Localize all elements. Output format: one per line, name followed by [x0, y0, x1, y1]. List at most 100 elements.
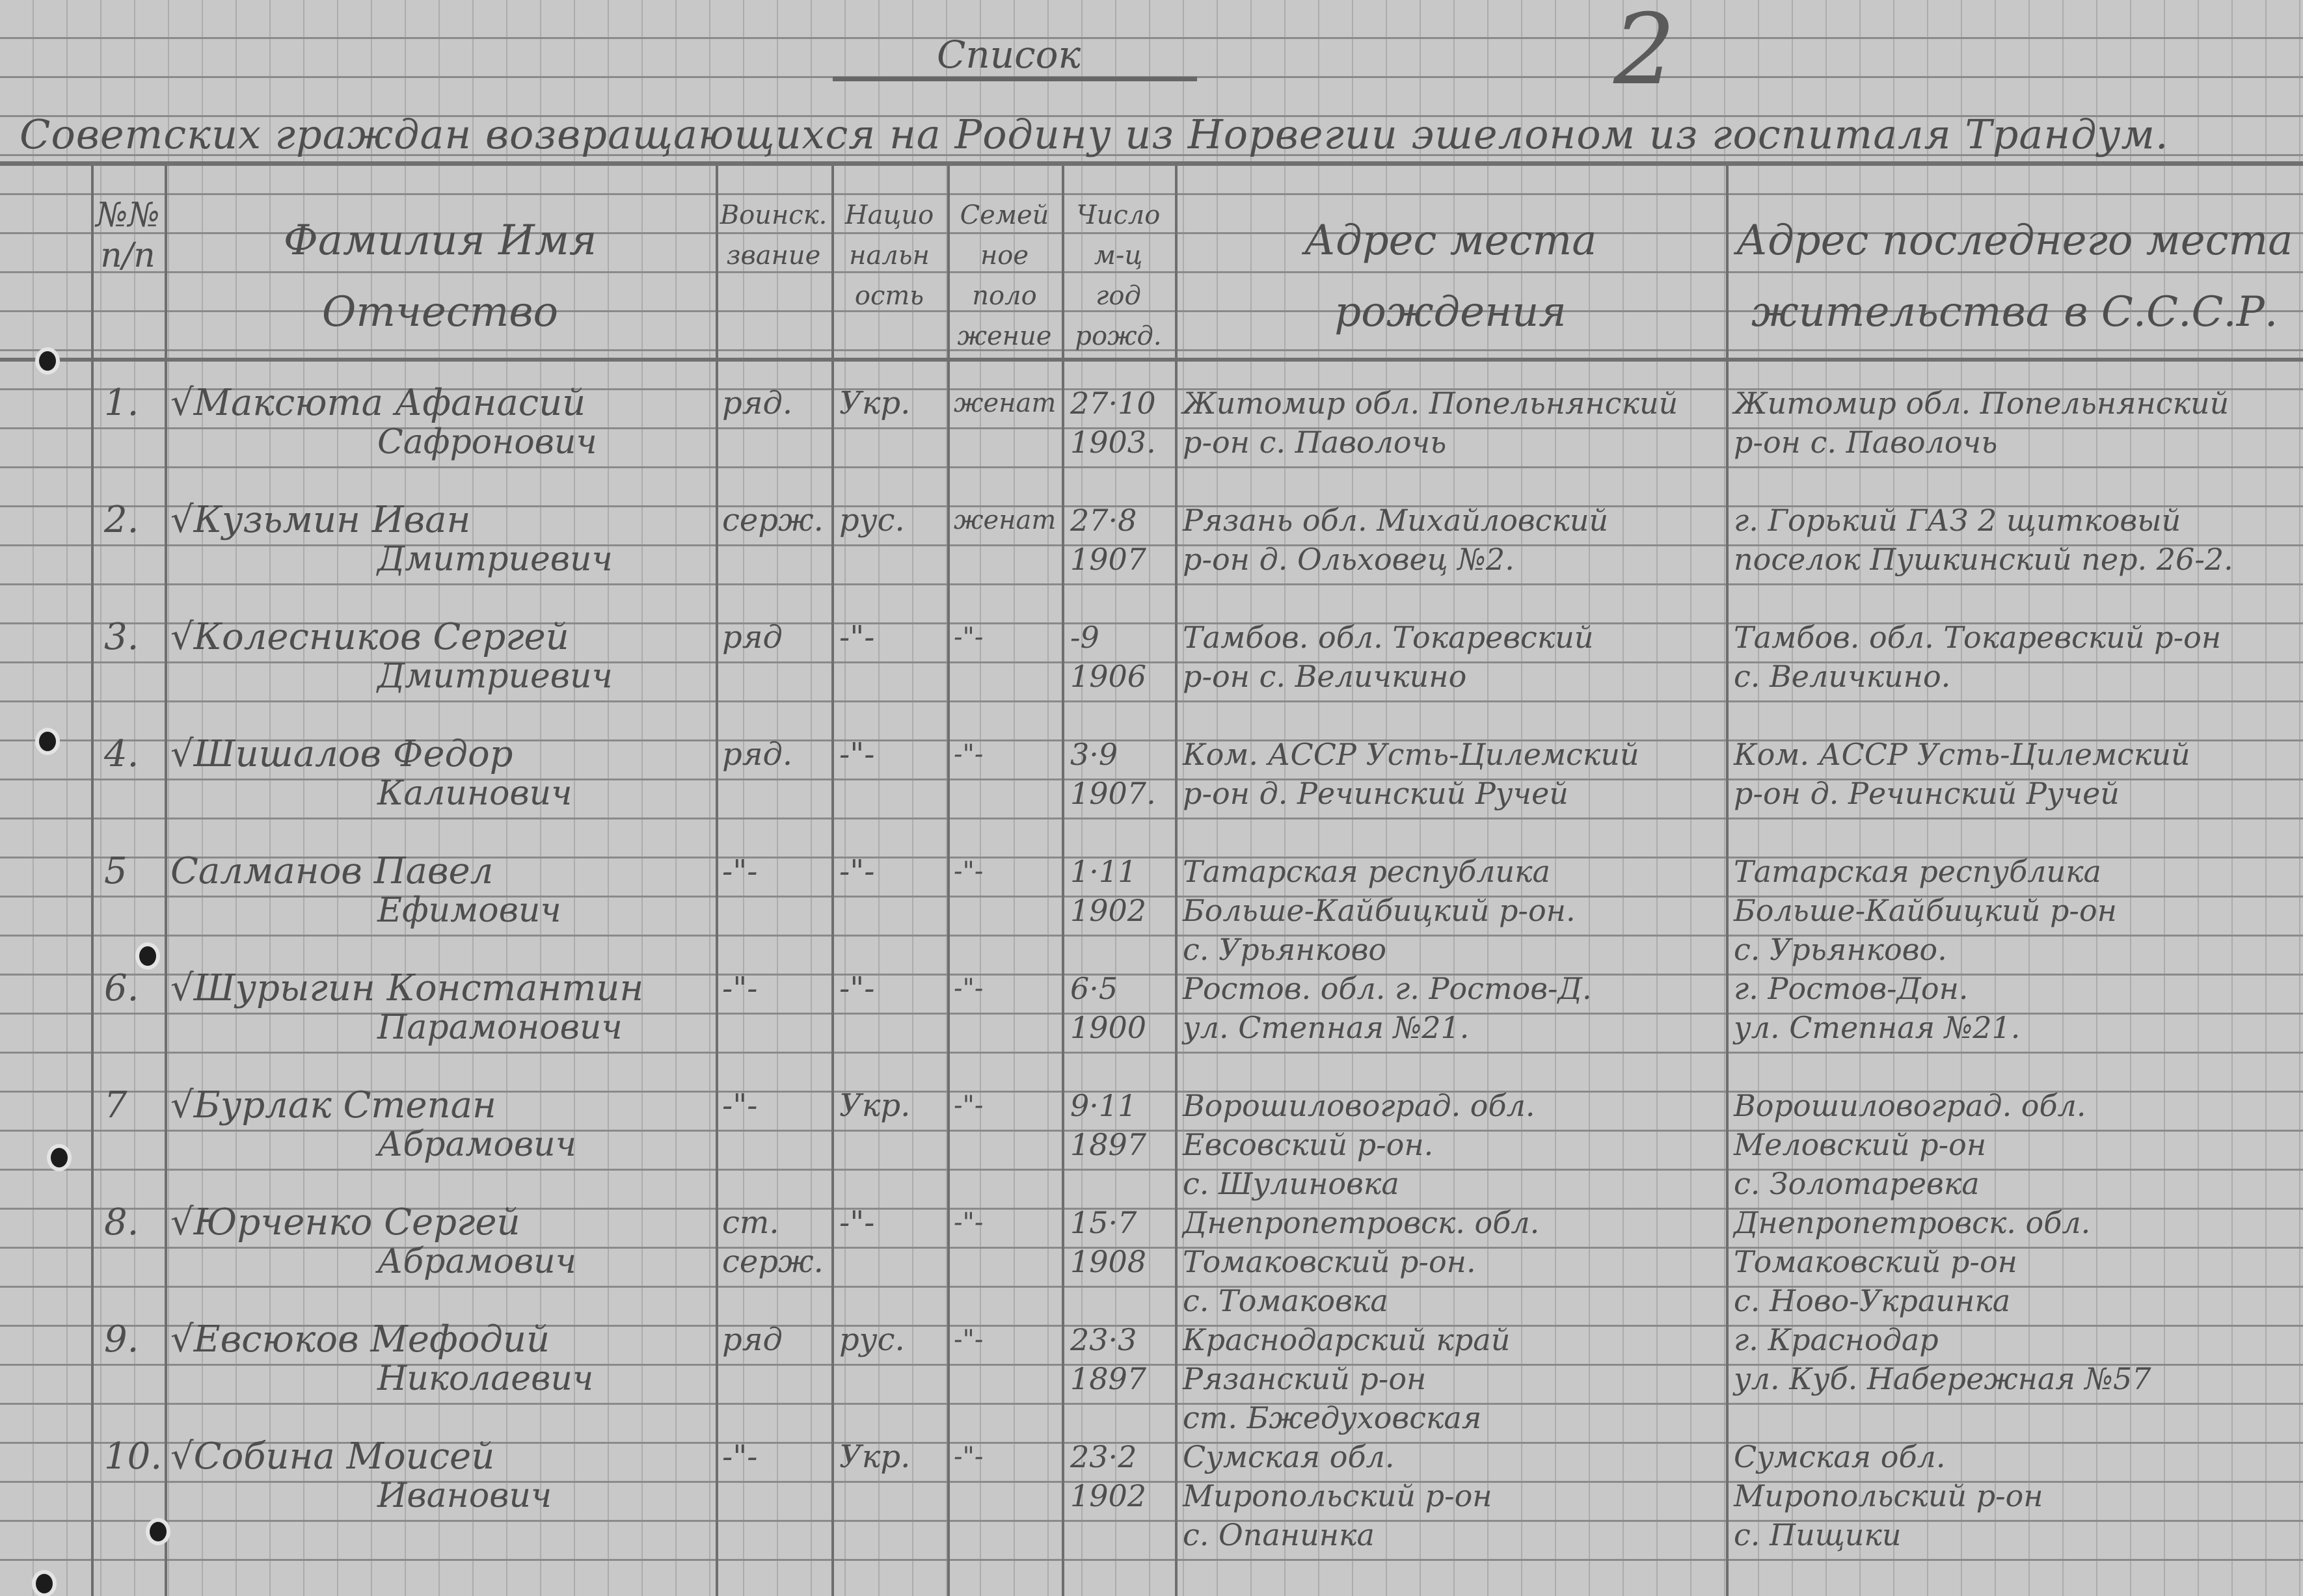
birth-address-line: ул. Степная №21.: [1183, 1010, 1470, 1045]
residence-address-line: ул. Куб. Набережная №57: [1734, 1361, 2151, 1396]
residence-address-line: Днепропетровск. обл.: [1734, 1205, 2091, 1240]
full-name: √Собина Моисей: [170, 1435, 495, 1478]
column-divider: [831, 166, 834, 1596]
column-divider: [91, 166, 94, 1596]
residence-address-line: с. Урьянково.: [1734, 932, 1947, 967]
family-status: -"-: [954, 1442, 984, 1472]
full-name: √Колесников Сергей: [170, 616, 569, 658]
nationality: -"-: [839, 736, 875, 773]
birth-address-line: Краснодарский край: [1183, 1322, 1511, 1357]
full-name: √Бурлак Степан: [170, 1084, 496, 1126]
header-line: Адрес последнего места: [1736, 217, 2293, 265]
birth-date: 3·9: [1070, 737, 1118, 772]
birth-address-line: Рязань обл. Михайловский: [1183, 503, 1609, 538]
birth-date: 23·2: [1070, 1439, 1137, 1474]
full-name: √Шишалов Федор: [170, 733, 513, 775]
family-status: женат: [954, 505, 1057, 535]
residence-address-line: Житомир обл. Попельнянский: [1734, 386, 2229, 421]
row-number: 10.: [104, 1435, 163, 1478]
residence-address-line: Больше-Кайбицкий р-он: [1734, 893, 2117, 928]
header-name: Фамилия Имя Отчество: [165, 205, 716, 348]
birth-address-line: Ворошиловоград. обл.: [1183, 1088, 1535, 1123]
header-line: Нацио: [844, 200, 934, 230]
header-line: №№: [96, 196, 160, 235]
header-line: рождения: [1334, 288, 1567, 336]
residence-address-line: ул. Степная №21.: [1734, 1010, 2021, 1045]
birth-date: 1897: [1070, 1127, 1147, 1162]
family-status: женат: [954, 388, 1057, 418]
header-line: Фамилия Имя: [283, 217, 597, 265]
patronymic: Ефимович: [377, 891, 561, 930]
residence-address-line: г. Краснодар: [1734, 1322, 1939, 1357]
row-number: 8.: [104, 1201, 139, 1244]
patronymic: Сафронович: [377, 423, 597, 462]
punch-hole: [39, 351, 56, 371]
header-rank: Воинск. звание: [716, 195, 831, 276]
header-family: Семей ное поло жение: [947, 195, 1062, 356]
military-rank: ряд: [722, 1322, 783, 1358]
birth-address-line: Больше-Кайбицкий р-он.: [1183, 893, 1576, 928]
residence-address-line: Татарская республика: [1734, 854, 2101, 889]
patronymic: Дмитриевич: [377, 540, 613, 579]
birth-address-line: р-он д. Ольховец №2.: [1183, 542, 1515, 577]
birth-date: 1902: [1070, 893, 1147, 928]
title-underline: [833, 77, 1197, 81]
residence-address-line: Томаковский р-он: [1734, 1244, 2017, 1279]
header-number: №№ п/п: [91, 195, 165, 276]
birth-address-line: Тамбов. обл. Токаревский: [1183, 620, 1594, 655]
birth-address-line: р-он с. Паволочь: [1183, 425, 1447, 460]
family-status: -"-: [954, 622, 984, 652]
birth-date: 1897: [1070, 1361, 1147, 1396]
header-birth-address: Адрес места рождения: [1175, 205, 1726, 348]
birth-date: 1·11: [1070, 854, 1137, 889]
row-number: 4.: [104, 733, 139, 775]
residence-address-line: г. Ростов-Дон.: [1734, 971, 1969, 1006]
military-rank: ряд: [722, 619, 783, 656]
nationality: рус.: [839, 1322, 905, 1358]
nationality: рус.: [839, 502, 905, 539]
full-name: √Кузьмин Иван: [170, 499, 471, 541]
residence-address-line: с. Пищики: [1734, 1517, 1902, 1552]
header-line: жительства в С.С.С.Р.: [1751, 288, 2278, 336]
birth-address-line: Евсовский р-он.: [1183, 1127, 1434, 1162]
residence-address-line: г. Горький ГАЗ 2 щитковый: [1734, 503, 2181, 538]
birth-date: 27·10: [1070, 386, 1156, 421]
birth-date: 1908: [1070, 1244, 1147, 1279]
military-rank: серж.: [722, 502, 824, 539]
nationality: Укр.: [839, 1439, 911, 1475]
full-name: √Евсюков Мефодий: [170, 1318, 550, 1361]
residence-address-line: р-он с. Паволочь: [1734, 425, 1998, 460]
family-status: -"-: [954, 739, 984, 769]
row-number: 6.: [104, 967, 139, 1009]
nationality: -"-: [839, 853, 875, 890]
family-status: -"-: [954, 857, 984, 886]
residence-address-line: Сумская обл.: [1734, 1439, 1946, 1474]
birth-date: 1907.: [1070, 776, 1156, 811]
full-name: √Максюта Афанасий: [170, 382, 586, 424]
header-rule: [0, 358, 2303, 362]
birth-address-line: Ростов. обл. г. Ростов-Д.: [1183, 971, 1592, 1006]
birth-address-line: с. Опанинка: [1183, 1517, 1375, 1552]
residence-address-line: с. Золотаревка: [1734, 1166, 1980, 1201]
birth-date: 9·11: [1070, 1088, 1137, 1123]
header-line: ость: [854, 281, 924, 311]
birth-address-line: Сумская обл.: [1183, 1439, 1395, 1474]
header-line: жение: [957, 321, 1052, 351]
residence-address-line: Ворошиловоград. обл.: [1734, 1088, 2086, 1123]
residence-address-line: Миропольский р-он: [1734, 1478, 2043, 1513]
header-birth-date: Число м-ц год рожд.: [1062, 195, 1175, 356]
patronymic: Абрамович: [377, 1242, 576, 1281]
birth-date: 1907: [1070, 542, 1147, 577]
residence-address-line: с. Величкино.: [1734, 659, 1951, 694]
nationality: Укр.: [839, 385, 911, 421]
residence-address-line: с. Ново-Украинка: [1734, 1283, 2011, 1318]
punch-hole: [139, 946, 156, 966]
birth-date: 6·5: [1070, 971, 1118, 1006]
header-line: Воинск.: [720, 200, 828, 230]
patronymic: Николаевич: [377, 1359, 594, 1398]
full-name: √Юрченко Сергей: [170, 1201, 520, 1244]
military-rank: -"-: [722, 970, 758, 1007]
military-rank: ряд.: [722, 736, 793, 773]
birth-date: 27·8: [1070, 503, 1137, 538]
header-residence: Адрес последнего места жительства в С.С.С…: [1726, 205, 2303, 348]
